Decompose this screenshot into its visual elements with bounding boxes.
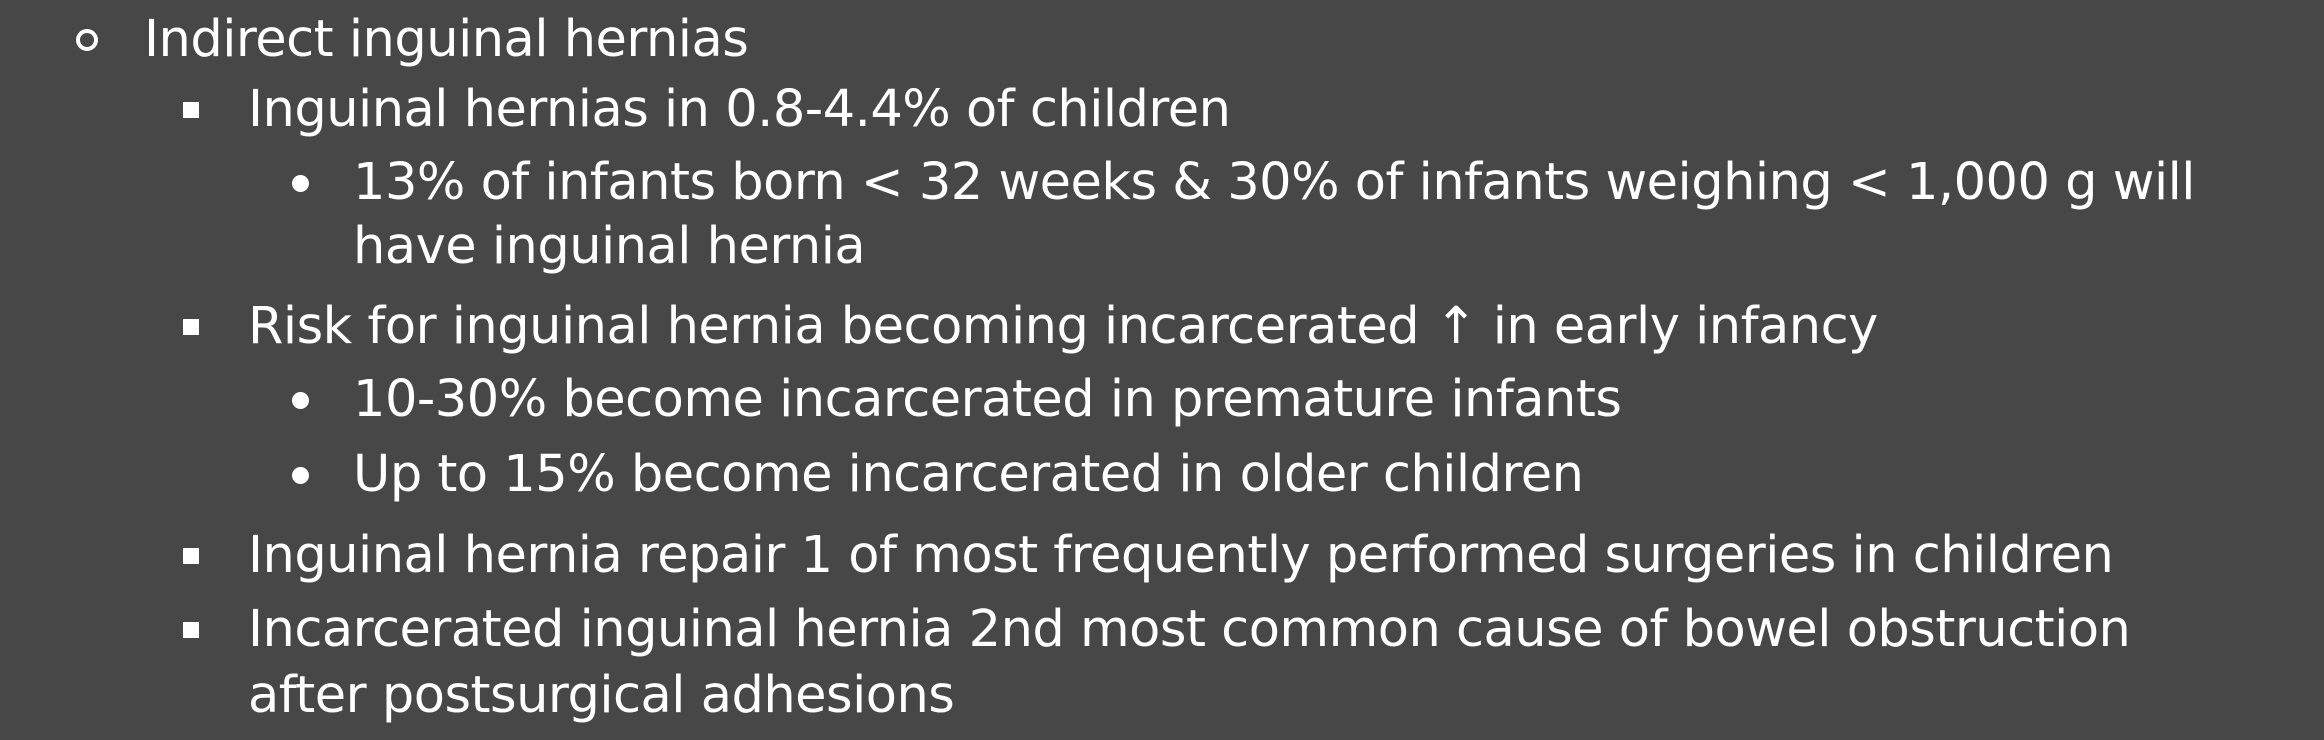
square-bullet-icon xyxy=(183,548,199,564)
hollow-circle-bullet-icon xyxy=(76,29,98,51)
heading-indirect-inguinal-hernias: Indirect inguinal hernias xyxy=(144,10,749,69)
bullet-bowel-obstruction-line1: Incarcerated inguinal hernia 2nd most co… xyxy=(248,600,2131,659)
square-bullet-icon xyxy=(183,622,199,638)
bullet-hernia-repair-frequency: Inguinal hernia repair 1 of most frequen… xyxy=(248,526,2114,585)
subbullet-premature-infants-line1: 13% of infants born < 32 weeks & 30% of … xyxy=(353,153,2195,212)
round-bullet-icon xyxy=(292,175,309,192)
round-bullet-icon xyxy=(292,392,309,409)
bullet-incarceration-risk: Risk for inguinal hernia becoming incarc… xyxy=(248,297,1878,356)
subbullet-premature-infants-line2: have inguinal hernia xyxy=(353,217,866,276)
square-bullet-icon xyxy=(183,319,199,335)
bullet-inguinal-hernias-incidence: Inguinal hernias in 0.8-4.4% of children xyxy=(248,80,1231,139)
round-bullet-icon xyxy=(292,467,309,484)
square-bullet-icon xyxy=(183,102,199,118)
bullet-bowel-obstruction-line2: after postsurgical adhesions xyxy=(248,666,955,725)
subbullet-older-children-incarceration: Up to 15% become incarcerated in older c… xyxy=(353,445,1584,504)
subbullet-premature-incarceration: 10-30% become incarcerated in premature … xyxy=(353,370,1622,429)
